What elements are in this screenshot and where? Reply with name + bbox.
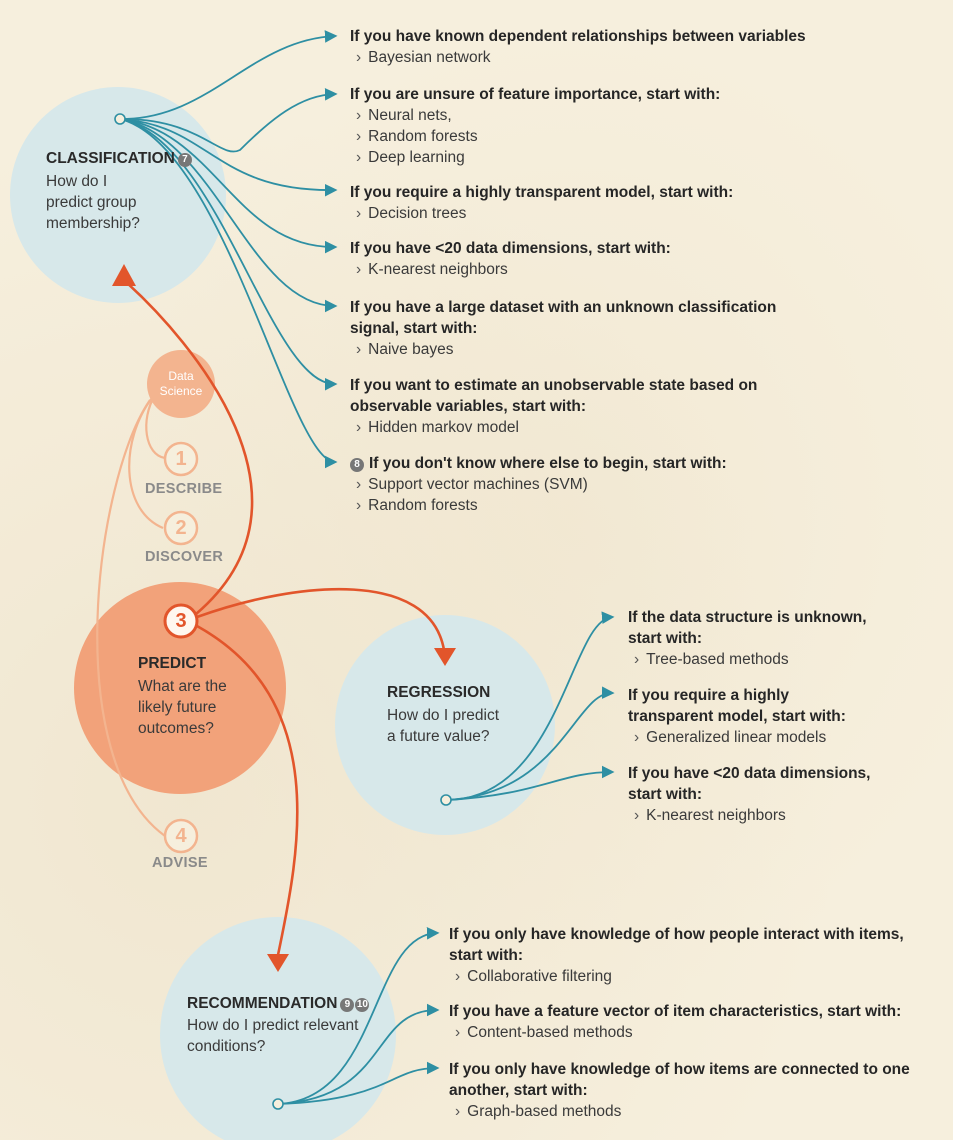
branch-condition: another, start with: bbox=[449, 1082, 588, 1099]
branch-condition: If you only have knowledge of how people… bbox=[449, 926, 904, 943]
stage-4-number: 4 bbox=[175, 825, 187, 847]
method-item: Deep learning bbox=[350, 147, 720, 168]
method-item: Random forests bbox=[350, 126, 720, 147]
regression-question: How do I predict a future value? bbox=[387, 705, 499, 747]
note-badge: 8 bbox=[350, 458, 364, 472]
method-item: Neural nets, bbox=[350, 105, 720, 126]
predict-circle bbox=[74, 582, 286, 794]
recommendation-branch-3: If you only have knowledge of how items … bbox=[449, 1059, 910, 1122]
predict-question-line: likely future bbox=[138, 699, 217, 716]
note-badge: 7 bbox=[177, 153, 192, 167]
method-item: Naive bayes bbox=[350, 339, 776, 360]
branch-condition: If the data structure is unknown, bbox=[628, 609, 867, 626]
method-item: Support vector machines (SVM) bbox=[350, 474, 727, 495]
predict-question-line: What are the bbox=[138, 678, 227, 695]
teal-branches bbox=[119, 30, 615, 1105]
branch-condition: If you have known dependent relationship… bbox=[350, 28, 806, 45]
note-badge: 10 bbox=[355, 998, 370, 1012]
method-item: Graph-based methods bbox=[449, 1101, 910, 1122]
classification-branch-5: If you have a large dataset with an unkn… bbox=[350, 297, 776, 360]
method-item: Decision trees bbox=[350, 203, 733, 224]
classification-branch-7: 8 If you don't know where else to begin, … bbox=[350, 453, 727, 516]
classification-question: How do I predict group membership? bbox=[46, 171, 140, 234]
branch-condition: If you require a highly transparent mode… bbox=[350, 184, 734, 201]
recommendation-question-line: conditions? bbox=[187, 1038, 266, 1055]
classification-branch-4: If you have <20 data dimensions, start w… bbox=[350, 238, 671, 280]
predict-question-line: outcomes? bbox=[138, 720, 214, 737]
data-science-label: Data Science bbox=[159, 369, 203, 398]
regression-question-line: a future value? bbox=[387, 728, 490, 745]
branch-condition: observable variables, start with: bbox=[350, 398, 587, 415]
branch-condition: If you require a highly bbox=[628, 687, 790, 704]
method-item: Collaborative filtering bbox=[449, 966, 904, 987]
predict-title: PREDICT bbox=[138, 655, 207, 672]
classification-branch-3: If you require a highly transparent mode… bbox=[350, 182, 733, 224]
data-science-circle bbox=[147, 350, 215, 418]
branch-condition: start with: bbox=[628, 630, 703, 647]
branch-condition: If you have <20 data dimensions, bbox=[628, 765, 871, 782]
classification-branch-1: If you have known dependent relationship… bbox=[350, 26, 806, 68]
recommendation-question: How do I predict relevant conditions? bbox=[187, 1015, 358, 1057]
method-item: K-nearest neighbors bbox=[350, 259, 671, 280]
stage-3-number: 3 bbox=[175, 610, 187, 632]
classification-question-line: predict group bbox=[46, 194, 137, 211]
branch-condition: transparent model, start with: bbox=[628, 708, 846, 725]
recommendation-circle bbox=[160, 917, 396, 1140]
regression-title: REGRESSION bbox=[387, 684, 491, 701]
regression-branch-2: If you require a highly transparent mode… bbox=[628, 685, 846, 748]
regression-circle bbox=[335, 615, 555, 835]
regression-branch-3: If you have <20 data dimensions, start w… bbox=[628, 763, 870, 826]
branch-condition: If you want to estimate an unobservable … bbox=[350, 377, 758, 394]
stage-discover-label: DISCOVER bbox=[145, 549, 224, 565]
classification-question-line: membership? bbox=[46, 215, 140, 232]
recommendation-question-line: How do I predict relevant bbox=[187, 1017, 359, 1034]
predict-arrows bbox=[125, 281, 446, 956]
recommendation-title-text: RECOMMENDATION bbox=[187, 995, 338, 1012]
branch-condition: 8 If you don't know where else to begin, … bbox=[350, 453, 727, 474]
branch-condition: If you have <20 data dimensions, start w… bbox=[350, 240, 671, 257]
regression-question-line: How do I predict bbox=[387, 707, 499, 724]
branch-origin-dots bbox=[114, 113, 452, 1110]
method-item: Random forests bbox=[350, 495, 727, 516]
stage-advise-label: ADVISE bbox=[152, 855, 208, 871]
predict-arrowheads bbox=[112, 264, 456, 972]
stage-1-number: 1 bbox=[175, 448, 187, 470]
note-badge: 9 bbox=[340, 998, 355, 1012]
branch-condition-text: If you don't know where else to begin, s… bbox=[369, 455, 727, 472]
stage-describe-label: DESCRIBE bbox=[145, 481, 223, 497]
branch-condition: If you have a large dataset with an unkn… bbox=[350, 299, 777, 316]
branch-condition: start with: bbox=[449, 947, 524, 964]
classification-circle bbox=[10, 87, 226, 303]
recommendation-title: RECOMMENDATION 9 10 bbox=[187, 995, 370, 1013]
predict-question: What are the likely future outcomes? bbox=[138, 676, 227, 739]
regression-branch-1: If the data structure is unknown, start … bbox=[628, 607, 867, 670]
method-item: Content-based methods bbox=[449, 1022, 901, 1043]
branch-condition: If you only have knowledge of how items … bbox=[449, 1061, 910, 1078]
classification-question-line: How do I bbox=[46, 173, 108, 190]
branch-condition: If you have a feature vector of item cha… bbox=[449, 1003, 902, 1020]
stage-number-circles bbox=[163, 441, 199, 854]
method-item: Hidden markov model bbox=[350, 417, 757, 438]
branch-condition: start with: bbox=[628, 786, 703, 803]
classification-branch-6: If you want to estimate an unobservable … bbox=[350, 375, 757, 438]
branch-condition: signal, start with: bbox=[350, 320, 478, 337]
method-item: Bayesian network bbox=[350, 47, 806, 68]
method-item: Generalized linear models bbox=[628, 727, 846, 748]
classification-title: CLASSIFICATION 7 bbox=[46, 150, 192, 168]
classification-branch-2: If you are unsure of feature importance,… bbox=[350, 84, 720, 168]
stage-2-number: 2 bbox=[175, 517, 187, 539]
method-item: K-nearest neighbors bbox=[628, 805, 870, 826]
branch-condition: If you are unsure of feature importance,… bbox=[350, 86, 721, 103]
recommendation-branch-2: If you have a feature vector of item cha… bbox=[449, 1001, 901, 1043]
method-item: Tree-based methods bbox=[628, 649, 867, 670]
stage-connectors bbox=[96, 394, 166, 837]
recommendation-branch-1: If you only have knowledge of how people… bbox=[449, 924, 904, 987]
classification-title-text: CLASSIFICATION bbox=[46, 150, 175, 167]
